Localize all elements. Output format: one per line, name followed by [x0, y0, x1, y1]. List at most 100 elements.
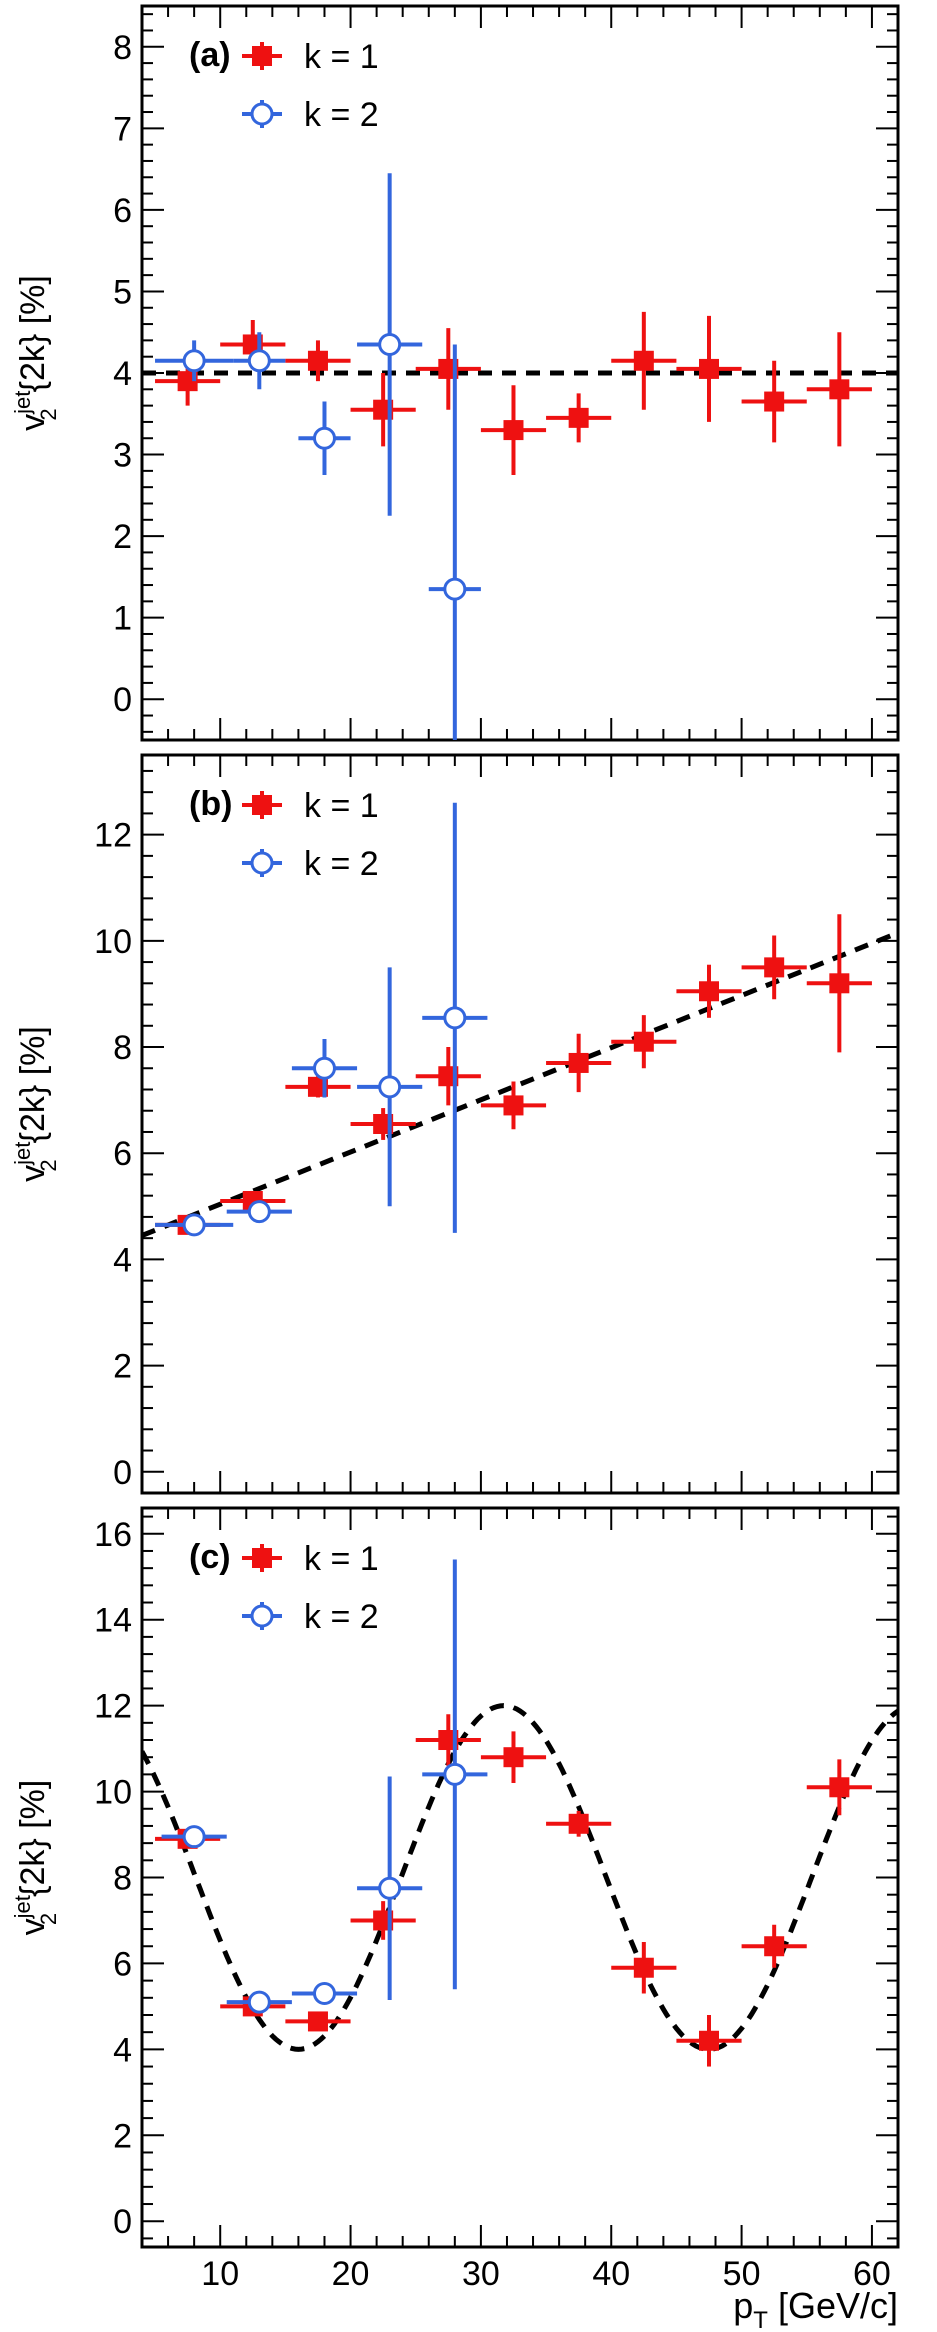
y-tick-label: 8	[113, 1029, 132, 1067]
x-axis-label-sub: T	[753, 2307, 768, 2332]
series-k2	[161, 1559, 488, 2014]
data-point-square	[307, 2011, 328, 2032]
y-tick-label: 4	[113, 2031, 132, 2069]
y-axis-label-sup: jet	[10, 1895, 35, 1919]
data-point-circle	[247, 1200, 271, 1224]
y-axis-label-base: v	[14, 1918, 52, 1935]
plot-frame	[140, 753, 900, 1495]
plot-area	[142, 1559, 898, 2067]
y-tick-label: 2	[113, 1348, 132, 1386]
data-point-square	[764, 1936, 785, 1957]
y-tick-label: 4	[113, 355, 132, 393]
panel-label: (c)	[189, 1538, 231, 1576]
x-tick-label: 10	[201, 2255, 239, 2293]
x-tick-label: 40	[592, 2255, 630, 2293]
y-axis-label-rest: {2k} [%]	[14, 1026, 52, 1143]
data-point-square	[568, 407, 589, 428]
series-k1	[155, 311, 872, 475]
data-point-square	[829, 973, 850, 994]
data-point-square	[699, 358, 719, 379]
x-tick-label: 20	[332, 2255, 370, 2293]
legend-label: k = 2	[304, 845, 379, 883]
data-point-square	[829, 379, 850, 400]
data-point-square	[764, 391, 785, 412]
data-point-circle	[182, 349, 206, 373]
x-tick-label: 30	[462, 2255, 500, 2293]
series-k1	[155, 914, 872, 1235]
x-tick-label: 60	[853, 2255, 891, 2293]
data-point-circle	[443, 1006, 467, 1030]
y-tick-label: 12	[94, 817, 132, 855]
data-point-circle	[312, 1056, 336, 1080]
y-tick-label: 0	[113, 1454, 132, 1492]
panel-label: (b)	[189, 785, 232, 823]
legend-label: k = 1	[304, 1540, 379, 1578]
data-point-square	[633, 1957, 654, 1978]
legend: k = 1 k = 2	[242, 1540, 379, 1636]
legend-marker-circle	[250, 851, 274, 875]
data-point-square	[568, 1052, 589, 1073]
y-tick-label: 8	[113, 29, 132, 67]
data-point-circle	[312, 1982, 336, 2006]
y-tick-label: 14	[94, 1602, 132, 1640]
series-k1	[155, 1714, 872, 2067]
data-point-circle	[247, 1990, 271, 2014]
legend-marker-square	[252, 795, 272, 815]
y-tick-label: 8	[113, 1860, 132, 1898]
y-axis-label: vjet2 {2k} [%]	[10, 275, 61, 431]
legend: k = 1 k = 2	[242, 38, 379, 134]
legend-label: k = 2	[304, 1598, 379, 1636]
y-tick-label: 1	[113, 600, 132, 638]
legend-label: k = 1	[304, 38, 379, 76]
y-tick-label: 6	[113, 1945, 132, 1983]
data-point-circle	[247, 349, 271, 373]
fit-curve	[142, 1703, 898, 2052]
legend-label: k = 1	[304, 787, 379, 825]
y-tick-label: 12	[94, 1688, 132, 1726]
x-axis-label: pT [GeV/c]	[733, 2285, 898, 2332]
data-point-circle	[378, 1075, 402, 1099]
legend-label: k = 2	[304, 96, 379, 134]
data-point-circle	[378, 1876, 402, 1900]
data-point-square	[307, 350, 328, 371]
y-tick-label: 0	[113, 2203, 132, 2241]
y-axis-label-rest: {2k} [%]	[14, 1780, 52, 1897]
y-tick-label: 6	[113, 192, 132, 230]
series-k2	[155, 802, 488, 1237]
y-tick-label: 2	[113, 518, 132, 556]
y-tick-label: 2	[113, 2117, 132, 2155]
y-tick-label: 3	[113, 437, 132, 475]
data-point-circle	[443, 577, 467, 601]
legend-marker-circle	[250, 1604, 274, 1628]
data-point-circle	[182, 1825, 206, 1849]
plot-area	[142, 802, 898, 1238]
y-axis-label-base: v	[14, 414, 52, 431]
panel-label: (a)	[189, 36, 231, 74]
x-tick-label: 50	[723, 2255, 761, 2293]
y-axis-label: vjet2 {2k} [%]	[10, 1780, 61, 1936]
data-point-square	[503, 1747, 524, 1768]
y-tick-label: 5	[113, 273, 132, 311]
legend: k = 1 k = 2	[242, 787, 379, 883]
x-axis-label-rest: [GeV/c]	[768, 2285, 898, 2326]
data-point-circle	[378, 332, 402, 356]
data-point-square	[829, 1777, 850, 1798]
y-tick-label: 6	[113, 1135, 132, 1173]
data-point-square	[764, 957, 785, 978]
data-point-square	[699, 981, 719, 1002]
y-axis-label-base: v	[14, 1165, 52, 1182]
y-axis-label-sub: 2	[36, 1913, 61, 1925]
y-tick-label: 10	[94, 923, 132, 961]
legend-marker-circle	[250, 102, 274, 126]
data-point-square	[568, 1813, 589, 1834]
y-axis-label-sub: 2	[36, 408, 61, 420]
data-point-square	[503, 420, 524, 441]
y-axis-label-sup: jet	[10, 391, 35, 415]
y-axis-label: vjet2 {2k} [%]	[10, 1026, 61, 1182]
y-axis-label-sub: 2	[36, 1159, 61, 1171]
legend-marker-square	[252, 46, 272, 66]
